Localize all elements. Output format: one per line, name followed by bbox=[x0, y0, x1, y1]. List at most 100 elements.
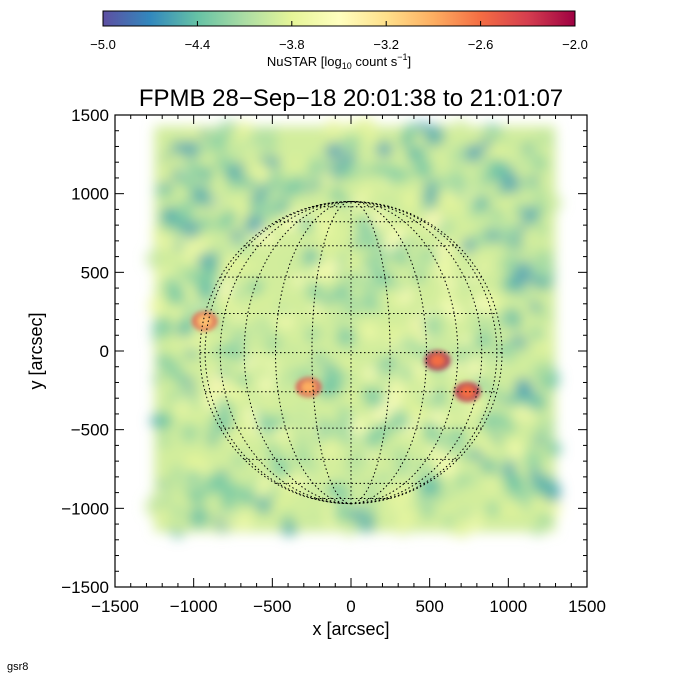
heatmap-blob bbox=[476, 385, 495, 404]
heatmap-blob bbox=[360, 183, 374, 197]
heatmap-blob bbox=[302, 506, 324, 528]
heatmap-blob bbox=[462, 509, 473, 520]
longitude-line bbox=[350, 201, 498, 505]
heatmap-blob bbox=[181, 139, 201, 159]
heatmap-blob bbox=[339, 135, 356, 152]
heatmap-blob bbox=[524, 247, 535, 257]
heatmap-blob bbox=[204, 472, 226, 494]
heatmap-blob bbox=[144, 495, 167, 518]
heatmap-blob bbox=[219, 260, 235, 276]
heatmap-blob bbox=[191, 412, 202, 422]
heatmap-blob bbox=[452, 158, 462, 167]
heatmap-blob bbox=[270, 493, 293, 516]
heatmap-blob bbox=[284, 176, 305, 197]
heatmap-blob bbox=[496, 313, 511, 328]
heatmap-blob bbox=[198, 166, 214, 182]
heatmap-blob bbox=[196, 142, 210, 156]
heatmap-blob bbox=[227, 179, 240, 192]
y-tick-label: 1000 bbox=[71, 185, 109, 204]
hotspot bbox=[460, 385, 475, 398]
heatmap-blob bbox=[422, 316, 444, 339]
heatmap-blob bbox=[357, 228, 379, 251]
heatmap-image bbox=[144, 116, 563, 539]
heatmap-blob bbox=[360, 435, 370, 445]
heatmap-blob bbox=[459, 335, 470, 345]
heatmap-blob bbox=[244, 214, 264, 234]
heatmap-blob bbox=[207, 373, 227, 394]
heatmap-blob bbox=[360, 278, 382, 299]
heatmap-blob bbox=[523, 177, 534, 188]
heatmap-blob bbox=[371, 162, 383, 174]
heatmap-blob bbox=[445, 485, 458, 498]
x-tick-label: 1000 bbox=[489, 597, 527, 616]
heatmap-blob bbox=[377, 472, 390, 485]
longitude-line bbox=[350, 201, 483, 505]
longitude-line bbox=[274, 201, 352, 505]
heatmap-blob bbox=[173, 520, 184, 531]
heatmap-blob bbox=[465, 183, 478, 196]
heatmap-blob bbox=[170, 505, 185, 520]
heatmap-blob bbox=[186, 349, 197, 360]
heatmap-blob bbox=[247, 425, 258, 435]
heatmap-blob bbox=[413, 458, 433, 477]
heatmap-blob bbox=[197, 215, 214, 232]
heatmap-blob bbox=[412, 425, 426, 439]
x-tick-label: 0 bbox=[346, 597, 355, 616]
heatmap-blob bbox=[508, 444, 525, 461]
heatmap-blob bbox=[494, 194, 512, 212]
heatmap-blob bbox=[531, 144, 545, 158]
heatmap-blob bbox=[214, 226, 223, 236]
heatmap-blob bbox=[501, 242, 518, 259]
heatmap-blob bbox=[298, 216, 314, 233]
heatmap-blob bbox=[226, 342, 243, 360]
y-tick-label: −1000 bbox=[61, 499, 109, 518]
heatmap-blob bbox=[206, 434, 219, 447]
heatmap-blob bbox=[522, 225, 543, 246]
heatmap-blob bbox=[254, 494, 275, 515]
heatmap-blob bbox=[330, 314, 346, 330]
heatmap-blob bbox=[232, 236, 254, 258]
heatmap-blob bbox=[373, 421, 393, 441]
heatmap-blob bbox=[541, 368, 551, 378]
heatmap-blob bbox=[473, 156, 488, 171]
heatmap-blob bbox=[241, 161, 262, 181]
heatmap-blob bbox=[270, 457, 292, 479]
heatmap-blob bbox=[225, 209, 238, 222]
heatmap-blob bbox=[325, 142, 343, 160]
heatmap-blob bbox=[432, 255, 455, 277]
heatmap-blob bbox=[266, 176, 282, 192]
heatmap-blob bbox=[243, 406, 260, 424]
heatmap-blob bbox=[178, 330, 200, 353]
footer-text: gsr8 bbox=[7, 661, 28, 673]
heatmap-blob bbox=[383, 487, 398, 502]
heatmap-blob bbox=[224, 167, 238, 181]
heatmap-blob bbox=[387, 167, 402, 183]
heatmap-blob bbox=[368, 210, 388, 229]
heatmap-blob bbox=[478, 434, 498, 454]
heatmap-blob bbox=[160, 181, 170, 192]
y-tick-label: −1500 bbox=[61, 578, 109, 597]
y-tick-label: −500 bbox=[71, 421, 109, 440]
heatmap-blob bbox=[503, 472, 525, 493]
heatmap-hotspots bbox=[191, 311, 481, 402]
heatmap-blob bbox=[252, 314, 272, 334]
heatmap-blob bbox=[199, 130, 209, 140]
heatmap-blob bbox=[424, 210, 444, 230]
heatmap-blob bbox=[443, 502, 453, 512]
heatmap-blob bbox=[293, 415, 309, 431]
heatmap-blob bbox=[390, 290, 402, 302]
heatmap-blob bbox=[303, 201, 319, 218]
heatmap-blob bbox=[316, 418, 331, 432]
heatmap-blob bbox=[253, 199, 275, 221]
heatmap-blob bbox=[267, 155, 280, 168]
heatmap-blob bbox=[280, 429, 291, 440]
heatmap-blob bbox=[315, 348, 327, 360]
heatmap-blob bbox=[393, 251, 410, 267]
y-tick-label: 0 bbox=[100, 342, 109, 361]
colorbar-gradient bbox=[102, 10, 576, 27]
heatmap-blob bbox=[445, 362, 459, 376]
heatmap-blob bbox=[365, 327, 379, 341]
heatmap-blob bbox=[487, 159, 509, 181]
heatmap-blob bbox=[161, 316, 172, 326]
heatmap-blob bbox=[383, 324, 401, 343]
